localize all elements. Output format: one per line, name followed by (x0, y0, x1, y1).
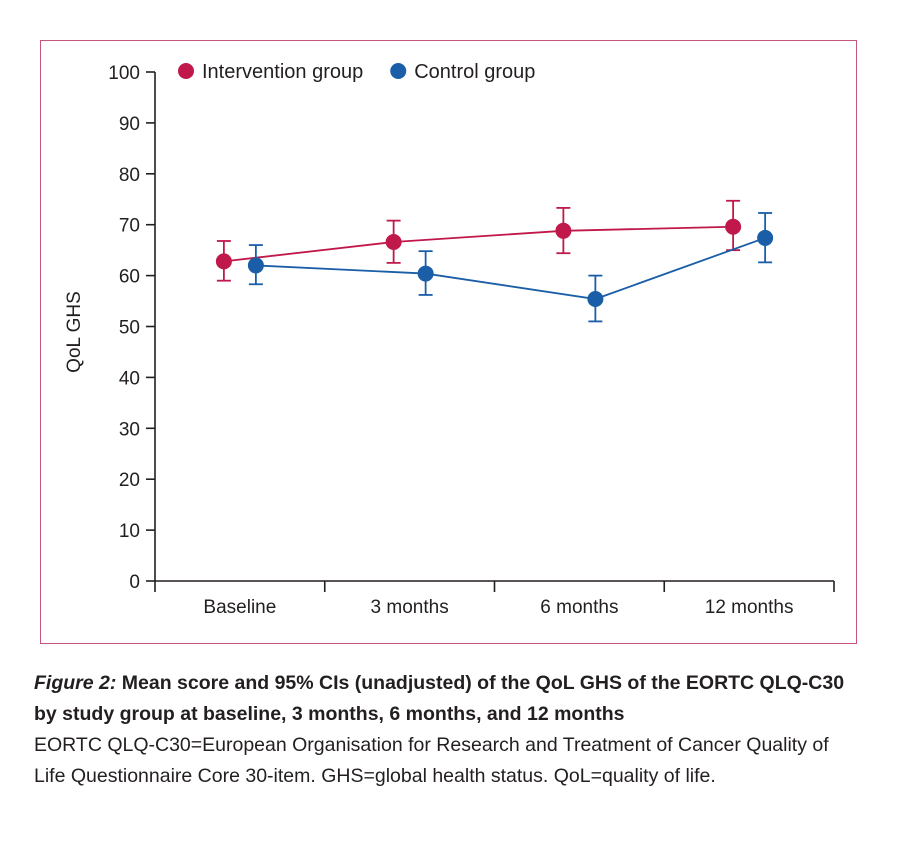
y-tick-label: 90 (119, 114, 140, 135)
data-point (247, 257, 264, 274)
legend: Intervention group Control group (178, 61, 535, 83)
y-tick-label: 60 (119, 267, 140, 288)
data-point (757, 229, 774, 246)
y-tick-label: 70 (119, 216, 140, 237)
y-tick-label: 100 (108, 63, 140, 84)
data-point (587, 291, 604, 308)
caption-title: Mean score and 95% CIs (unadjusted) of t… (34, 672, 845, 725)
data-point (725, 218, 742, 235)
x-tick-label: 3 months (371, 597, 449, 618)
line-chart: 0 10 20 30 40 50 60 70 80 90 100 Baseline 3 months 6 … (64, 61, 835, 618)
y-tick-label: 20 (119, 470, 140, 491)
series-line (255, 237, 766, 300)
y-tick-label: 50 (119, 318, 140, 339)
data-point (215, 253, 232, 270)
y-tick-label: 30 (119, 419, 140, 440)
data-point (417, 265, 434, 282)
y-tick-label: 10 (119, 521, 140, 542)
y-tick-label: 80 (119, 165, 140, 186)
data-point (555, 222, 572, 239)
x-tick-label: Baseline (203, 597, 276, 618)
tick-labels: 0 10 20 30 40 50 60 70 80 90 100 Baseline 3 months 6 … (108, 63, 793, 618)
y-tick-label: 40 (119, 368, 140, 389)
y-axis-label: QoL GHS (64, 291, 85, 373)
y-tick-label: 0 (129, 572, 140, 593)
legend-marker (178, 63, 194, 79)
x-tick-label: 6 months (540, 597, 618, 618)
figure-frame (40, 40, 857, 644)
data-point (385, 234, 402, 251)
caption-label: Figure 2: (34, 672, 117, 694)
figure-caption: Figure 2: Mean score and 95% CIs (unadju… (34, 668, 864, 792)
axes (146, 71, 835, 592)
caption-body: EORTC QLQ-C30=European Organisation for … (34, 734, 829, 787)
series-line (223, 225, 734, 263)
series-layer (215, 199, 774, 323)
legend-label: Intervention group (202, 61, 363, 83)
x-tick-label: 12 months (705, 597, 794, 618)
legend-marker (390, 63, 407, 79)
legend-label: Control group (414, 61, 535, 83)
